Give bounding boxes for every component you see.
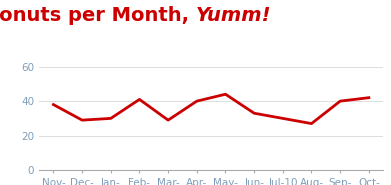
Text: Yumm!: Yumm!: [196, 6, 271, 25]
Text: Donuts per Month,: Donuts per Month,: [0, 6, 196, 25]
